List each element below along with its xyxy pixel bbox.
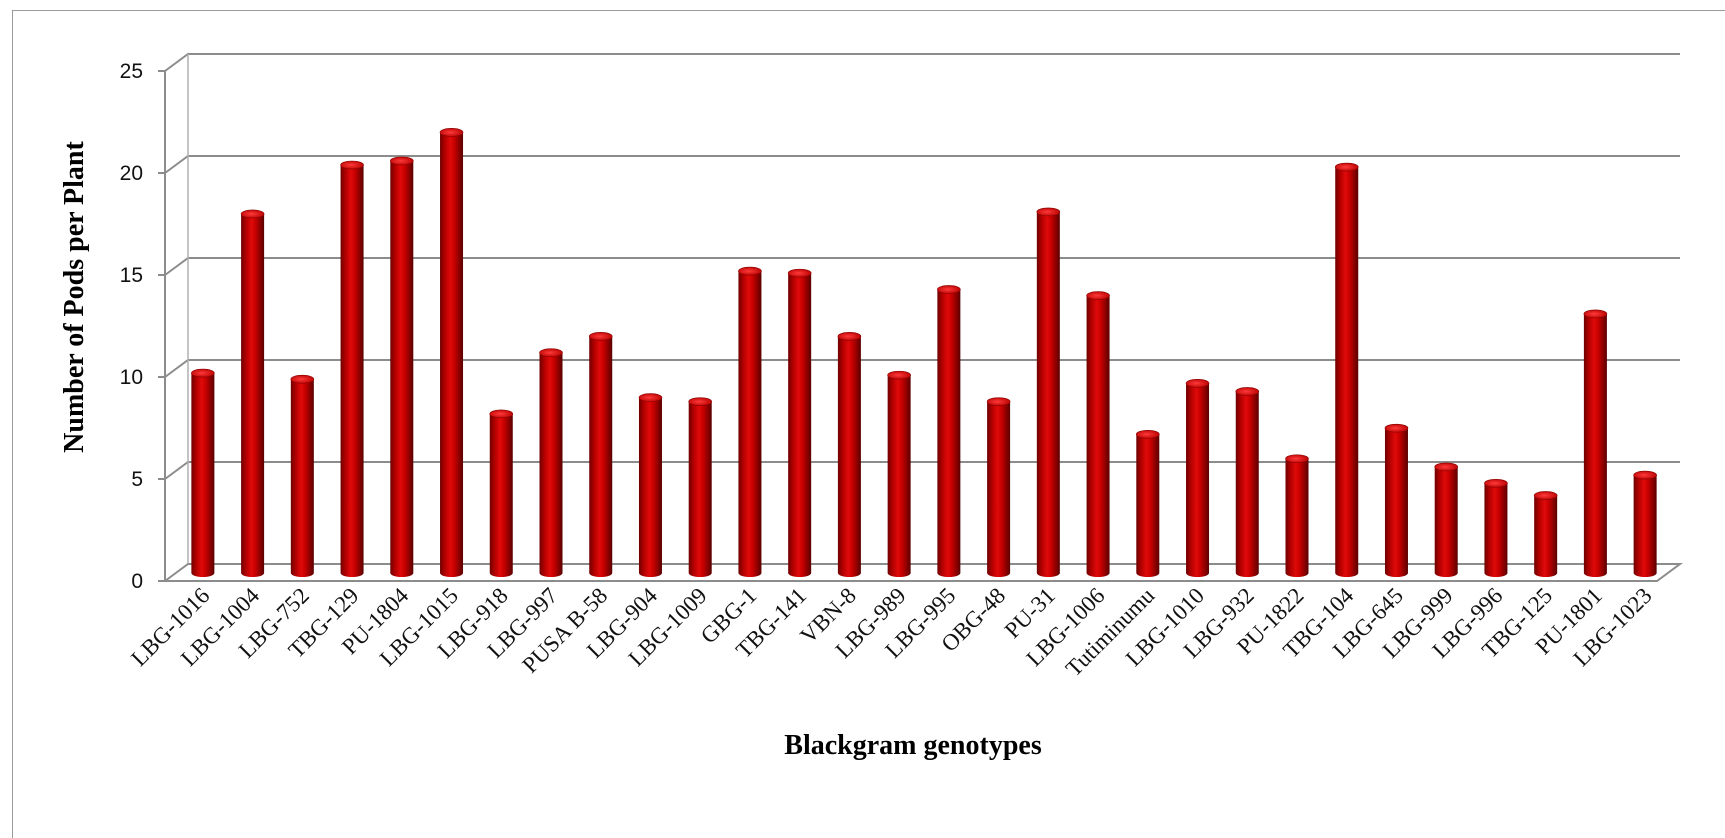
y-tick-label: 20: [120, 162, 143, 185]
bar: [1434, 462, 1458, 577]
bar: [1285, 454, 1309, 577]
y-tick-labels: 0 5 10 15 20 25: [120, 60, 143, 593]
x-axis-title: Blackgram genotypes: [784, 730, 1042, 761]
bar: [240, 209, 265, 577]
bar: [1484, 478, 1508, 577]
bars: [191, 128, 1657, 578]
bar: [837, 332, 862, 577]
bar: [439, 128, 464, 578]
axes: [161, 54, 1684, 582]
y-tick-label: 5: [131, 468, 143, 491]
bar: [290, 374, 315, 577]
bar: [887, 370, 911, 577]
x-axis-floor: [161, 563, 1684, 582]
bar: [191, 368, 215, 577]
bar: [787, 268, 812, 577]
bar: [937, 285, 961, 577]
bar: [539, 348, 563, 577]
y-tick-label: 0: [131, 570, 143, 593]
bar: [1136, 429, 1160, 577]
bar: [1533, 491, 1558, 577]
chart-frame: [12, 10, 1725, 838]
bar: [688, 397, 713, 577]
bar: [1185, 378, 1210, 577]
y-axis-title: Number of Pods per Plant: [59, 141, 90, 453]
y-tick-label: 15: [120, 264, 143, 287]
bar: [1633, 470, 1657, 577]
y-tick-label: 25: [120, 60, 143, 83]
gridline: [164, 53, 1680, 72]
bar: [738, 266, 762, 577]
y-tick-label: 10: [120, 366, 143, 389]
x-tick-labels: LBG-1016LBG-1004LBG-752TBG-129PU-1804LBG…: [126, 583, 1656, 682]
bar: [1086, 291, 1110, 577]
bar: [1036, 207, 1061, 578]
bar: [638, 393, 663, 577]
bar: [986, 397, 1011, 577]
bar: [489, 409, 514, 577]
bar: [1235, 387, 1260, 577]
bar: [1334, 162, 1359, 578]
bar: [340, 160, 364, 577]
bar: [389, 156, 414, 578]
bar: [1583, 309, 1608, 577]
bar: [1384, 423, 1409, 577]
bar: [588, 332, 613, 577]
